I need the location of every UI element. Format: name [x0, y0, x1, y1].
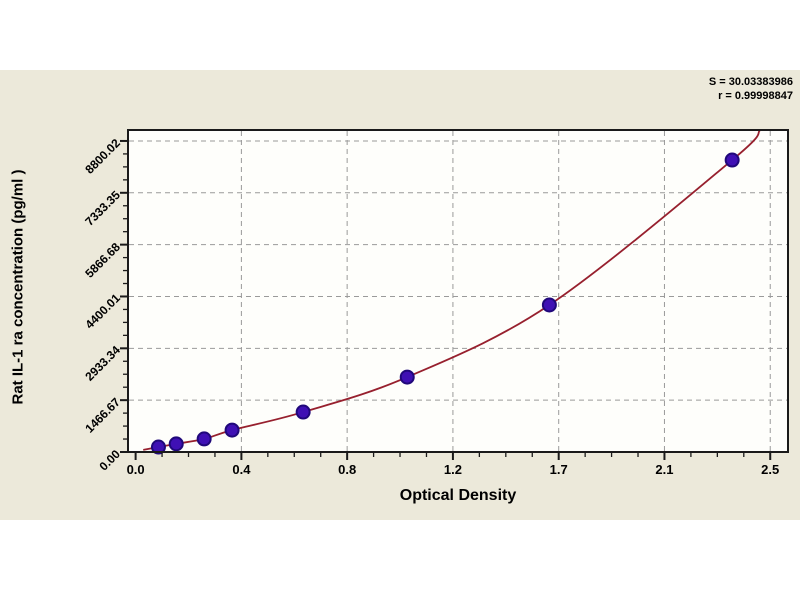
y-tick-label: 5866.68: [82, 239, 123, 281]
x-axis-title: Optical Density: [399, 487, 517, 504]
x-tick-label: 2.1: [655, 462, 674, 477]
fit-stat-r: r = 0.99998847: [718, 90, 793, 102]
y-axis-title: Rat IL-1 ra concentration (pg/ml ): [9, 169, 27, 405]
y-tick-label: 8800.02: [82, 136, 123, 177]
plot-area: [128, 130, 788, 452]
x-tick-label: 0.8: [338, 462, 357, 477]
x-tick-label: 1.2: [443, 462, 462, 477]
data-point: [399, 369, 415, 385]
data-point: [295, 404, 311, 420]
x-tick-label: 0.0: [126, 462, 145, 477]
data-point: [150, 439, 166, 455]
plot-frame: [127, 129, 789, 453]
x-tick-label: 2.5: [761, 462, 780, 477]
data-point: [168, 436, 184, 452]
data-point: [541, 297, 557, 313]
y-tick-label: 4400.01: [82, 291, 123, 333]
x-tick-label: 0.4: [232, 462, 251, 477]
y-tick-label: 0.00: [96, 447, 123, 474]
data-point: [724, 152, 740, 168]
y-tick-label: 7333.35: [82, 187, 123, 229]
data-point: [224, 422, 240, 438]
y-tick-label: 1466.67: [82, 395, 123, 436]
fit-stat-s: S = 30.03383986: [708, 76, 793, 88]
y-tick-label: 2933.34: [82, 343, 123, 384]
x-tick-label: 1.7: [549, 462, 568, 477]
data-point: [196, 431, 212, 447]
fit-statistics: S = 30.03383986 r = 0.99998847: [709, 75, 793, 103]
